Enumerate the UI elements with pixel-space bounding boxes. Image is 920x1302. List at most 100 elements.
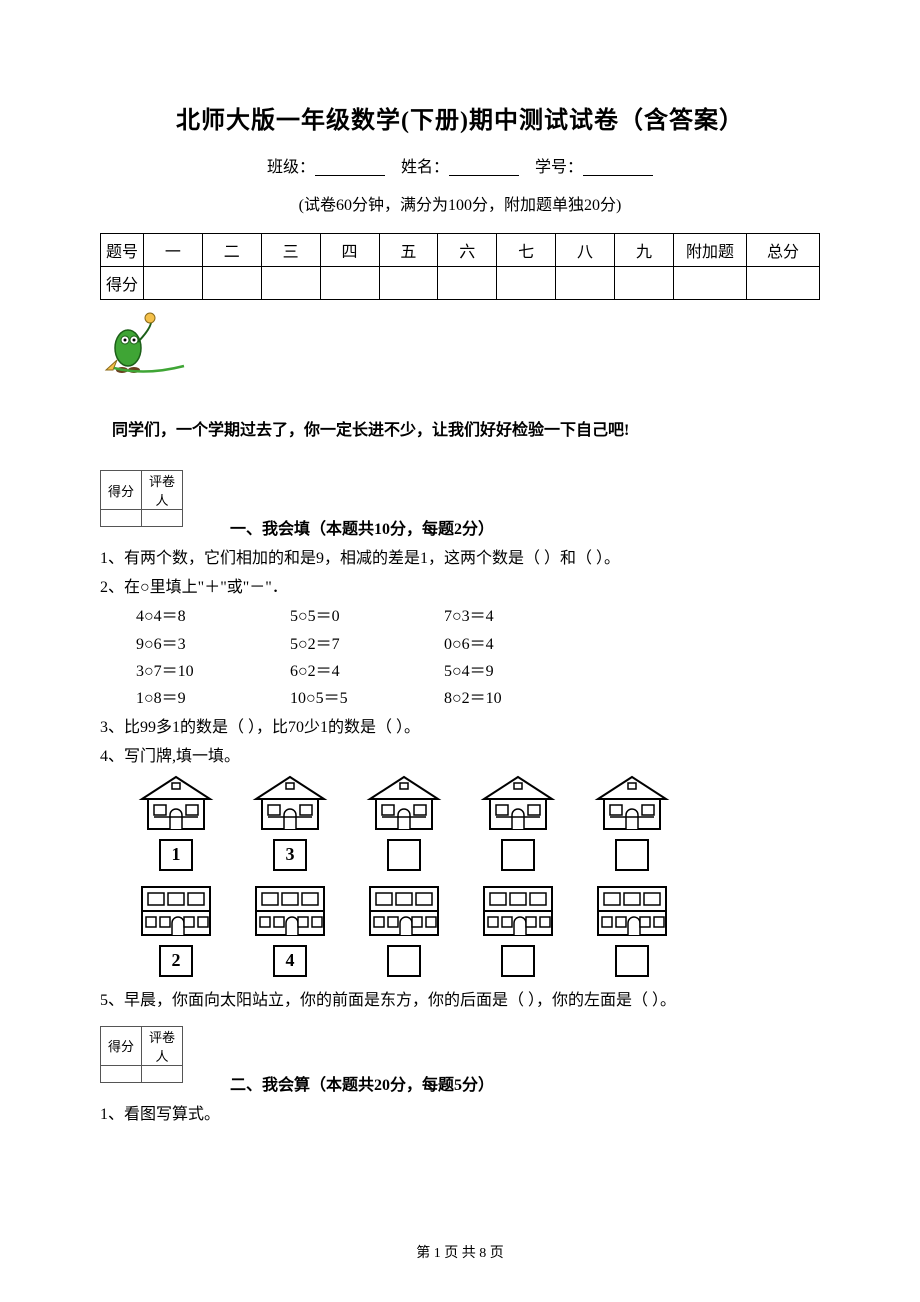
s2-q1: 1、看图写算式。 bbox=[100, 1101, 820, 1128]
building-icon bbox=[250, 881, 330, 939]
class-blank[interactable] bbox=[315, 159, 385, 176]
student-info-line: 班级： 姓名： 学号： bbox=[100, 153, 820, 177]
building-number-box[interactable] bbox=[501, 945, 535, 977]
mini-score-header: 得分 bbox=[101, 1026, 142, 1065]
house-icon bbox=[136, 775, 216, 833]
class-label: 班级： bbox=[267, 159, 315, 176]
ops-cell: 4○4＝8 bbox=[136, 603, 286, 630]
ops-cell: 0○6＝4 bbox=[444, 631, 594, 658]
name-blank[interactable] bbox=[449, 159, 519, 176]
s1-q5: 5、早晨，你面向太阳站立，你的前面是东方，你的后面是（ ），你的左面是（ ）。 bbox=[100, 987, 820, 1014]
score-cell[interactable] bbox=[320, 267, 379, 300]
ops-cell: 6○2＝4 bbox=[290, 658, 440, 685]
score-cell[interactable] bbox=[261, 267, 320, 300]
score-cell[interactable] bbox=[497, 267, 556, 300]
house-icon bbox=[250, 775, 330, 833]
section-2-title: 二、我会算（本题共20分，每题5分） bbox=[230, 1071, 494, 1095]
id-blank[interactable] bbox=[583, 159, 653, 176]
ops-cell: 1○8＝9 bbox=[136, 685, 286, 712]
building-col: 4 bbox=[250, 881, 330, 977]
col-header: 七 bbox=[497, 234, 556, 267]
row-label: 题号 bbox=[101, 234, 144, 267]
section-2: 得分 评卷人 二、我会算（本题共20分，每题5分） 1、看图写算式。 bbox=[100, 1026, 820, 1128]
section-2-title-row: 二、我会算（本题共20分，每题5分） bbox=[100, 1089, 820, 1095]
section-1-title-row: 一、我会填（本题共10分，每题2分） bbox=[100, 533, 820, 539]
score-table-header-row: 题号 一 二 三 四 五 六 七 八 九 附加题 总分 bbox=[101, 234, 820, 267]
intro-text: 同学们，一个学期过去了，你一定长进不少，让我们好好检验一下自己吧! bbox=[112, 416, 820, 440]
ops-cell: 3○7＝10 bbox=[136, 658, 286, 685]
operators-grid: 4○4＝8 5○5＝0 7○3＝4 9○6＝3 5○2＝7 0○6＝4 3○7＝… bbox=[136, 603, 820, 712]
building-icon bbox=[136, 881, 216, 939]
score-cell[interactable] bbox=[202, 267, 261, 300]
house-col: 3 bbox=[250, 775, 330, 871]
house-col: 1 bbox=[136, 775, 216, 871]
col-header: 八 bbox=[556, 234, 615, 267]
ops-cell: 9○6＝3 bbox=[136, 631, 286, 658]
mini-score-header: 得分 bbox=[101, 471, 142, 510]
s1-q4: 4、写门牌,填一填。 bbox=[100, 743, 820, 770]
score-table: 题号 一 二 三 四 五 六 七 八 九 附加题 总分 得分 bbox=[100, 233, 820, 300]
ops-row: 9○6＝3 5○2＝7 0○6＝4 bbox=[136, 631, 820, 658]
ops-cell: 5○5＝0 bbox=[290, 603, 440, 630]
col-header: 一 bbox=[144, 234, 203, 267]
col-header: 三 bbox=[261, 234, 320, 267]
page-footer: 第 1 页 共 8 页 bbox=[0, 1242, 920, 1262]
score-cell[interactable] bbox=[144, 267, 203, 300]
mini-score-box: 得分 评卷人 bbox=[100, 470, 183, 527]
mini-score-cell[interactable] bbox=[142, 510, 183, 527]
ops-cell: 7○3＝4 bbox=[444, 603, 594, 630]
ops-cell: 5○2＝7 bbox=[290, 631, 440, 658]
building-number-box[interactable]: 2 bbox=[159, 945, 193, 977]
mini-score-cell[interactable] bbox=[142, 1065, 183, 1082]
document-title: 北师大版一年级数学(下册)期中测试试卷（含答案） bbox=[100, 100, 820, 135]
building-icon bbox=[592, 881, 672, 939]
col-header: 六 bbox=[438, 234, 497, 267]
score-cell[interactable] bbox=[674, 267, 747, 300]
building-icon bbox=[478, 881, 558, 939]
col-header: 九 bbox=[615, 234, 674, 267]
house-col bbox=[364, 775, 444, 871]
col-header: 五 bbox=[379, 234, 438, 267]
house-col bbox=[478, 775, 558, 871]
ops-row: 4○4＝8 5○5＝0 7○3＝4 bbox=[136, 603, 820, 630]
exam-meta: (试卷60分钟，满分为100分，附加题单独20分) bbox=[100, 191, 820, 215]
ops-cell: 5○4＝9 bbox=[444, 658, 594, 685]
house-icon bbox=[592, 775, 672, 833]
house-col bbox=[592, 775, 672, 871]
building-col bbox=[364, 881, 444, 977]
building-number-box[interactable] bbox=[615, 945, 649, 977]
score-cell[interactable] bbox=[747, 267, 820, 300]
mini-score-header: 评卷人 bbox=[142, 1026, 183, 1065]
ops-cell: 8○2＝10 bbox=[444, 685, 594, 712]
house-number-box[interactable] bbox=[501, 839, 535, 871]
score-cell[interactable] bbox=[379, 267, 438, 300]
building-col bbox=[478, 881, 558, 977]
score-table-score-row: 得分 bbox=[101, 267, 820, 300]
mini-score-box: 得分 评卷人 bbox=[100, 1026, 183, 1083]
house-number-box[interactable]: 3 bbox=[273, 839, 307, 871]
building-number-box[interactable]: 4 bbox=[273, 945, 307, 977]
score-cell[interactable] bbox=[615, 267, 674, 300]
house-icon bbox=[478, 775, 558, 833]
house-number-box[interactable] bbox=[387, 839, 421, 871]
col-header: 总分 bbox=[747, 234, 820, 267]
mini-score-header: 评卷人 bbox=[142, 471, 183, 510]
score-cell[interactable] bbox=[438, 267, 497, 300]
mini-score-cell[interactable] bbox=[101, 1065, 142, 1082]
house-number-box[interactable]: 1 bbox=[159, 839, 193, 871]
ops-row: 3○7＝10 6○2＝4 5○4＝9 bbox=[136, 658, 820, 685]
section-1-title: 一、我会填（本题共10分，每题2分） bbox=[230, 515, 494, 539]
col-header: 二 bbox=[202, 234, 261, 267]
col-header: 四 bbox=[320, 234, 379, 267]
page: 北师大版一年级数学(下册)期中测试试卷（含答案） 班级： 姓名： 学号： (试卷… bbox=[0, 0, 920, 1302]
ops-cell: 10○5＝5 bbox=[290, 685, 440, 712]
building-col bbox=[592, 881, 672, 977]
s1-q1: 1、有两个数，它们相加的和是9，相减的差是1，这两个数是（ ）和（ ）。 bbox=[100, 545, 820, 572]
building-col: 2 bbox=[136, 881, 216, 977]
house-number-box[interactable] bbox=[615, 839, 649, 871]
mini-score-cell[interactable] bbox=[101, 510, 142, 527]
ops-row: 1○8＝9 10○5＝5 8○2＝10 bbox=[136, 685, 820, 712]
building-number-box[interactable] bbox=[387, 945, 421, 977]
house-icon bbox=[364, 775, 444, 833]
score-cell[interactable] bbox=[556, 267, 615, 300]
